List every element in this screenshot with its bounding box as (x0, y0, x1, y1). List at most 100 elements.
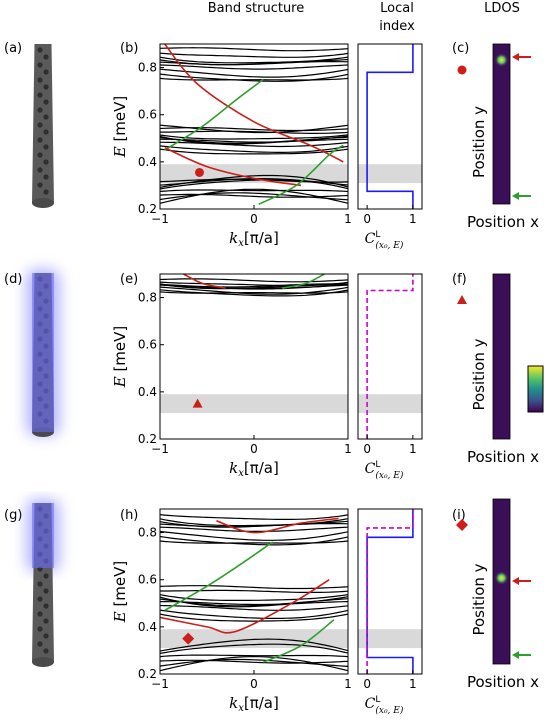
ldos-hotspot (494, 571, 509, 585)
structure-hole (43, 603, 49, 609)
structure-glow-overlay (32, 273, 54, 432)
y-tick-label: 0.4 (138, 385, 157, 399)
x-axis-label: kx[π/a] (229, 459, 279, 479)
structure-hole (37, 122, 43, 128)
bulk-band-line (160, 283, 348, 289)
structure-a (32, 44, 54, 208)
position-arrow-head (512, 577, 519, 585)
structure-hole (37, 77, 43, 83)
bulk-band-line (160, 193, 348, 198)
bulk-band-line (160, 68, 348, 78)
x-tick-label: 1 (344, 442, 352, 456)
structure-g (26, 499, 60, 667)
x-tick-label: 0 (363, 677, 371, 691)
bulk-band-line (160, 643, 348, 654)
index-line-magenta (366, 274, 414, 439)
bulk-band-line (160, 609, 348, 619)
bulk-band-line (160, 526, 348, 532)
plot-frame (357, 273, 423, 440)
structure-hole (43, 84, 49, 90)
panel-label-i: (i) (452, 508, 466, 523)
structure-hole (43, 159, 49, 165)
plot-area (160, 44, 348, 206)
x-axis-label: CL (x₀, E) (365, 230, 404, 251)
panel-label-b: (b) (120, 41, 138, 56)
y-tick-label: 0.4 (138, 155, 157, 169)
position-x-label: Position x (467, 448, 539, 466)
edge-state-green (263, 619, 335, 663)
plot-frame (357, 508, 423, 675)
gap-band (358, 394, 422, 414)
bulk-band-line (160, 291, 348, 294)
bulk-band-line (160, 286, 348, 295)
bulk-band-line (160, 124, 348, 134)
panel-label-d: (d) (4, 272, 22, 287)
y-tick-label: 0.8 (138, 526, 157, 540)
x-tick-label: 0 (250, 212, 258, 226)
panel-label-f: (f) (452, 272, 467, 287)
x-tick-label: 0 (363, 442, 371, 456)
structure-hole (37, 182, 43, 188)
position-arrow-head (512, 53, 519, 61)
bulk-band-line (160, 638, 348, 652)
structure-hole (37, 611, 43, 617)
y-axis-label: E [meV] (111, 96, 129, 159)
bulk-band-line (160, 601, 348, 606)
structure-body (32, 44, 54, 203)
bulk-band-line (160, 52, 348, 58)
index-line-magenta (366, 509, 414, 674)
structure-hole (43, 129, 49, 135)
structure-hole (37, 626, 43, 632)
position-y-label: Position y (470, 106, 488, 178)
gap-band (160, 164, 348, 184)
y-tick-label: 0.2 (138, 202, 157, 216)
edge-state-green (164, 541, 274, 612)
ldos-hotspot (494, 53, 509, 67)
bulk-band-line (160, 654, 348, 658)
structure-hole (37, 107, 43, 113)
plot-frame (357, 43, 423, 210)
x-tick-label: 0 (363, 212, 371, 226)
y-tick-label: 0.6 (138, 338, 157, 352)
x-axis-label: kx[π/a] (229, 694, 279, 714)
panel-label-h: (h) (120, 508, 138, 523)
bulk-band-line (160, 604, 348, 611)
structure-base (32, 198, 54, 208)
edge-state-green (282, 274, 325, 289)
structure-hole (37, 62, 43, 68)
x-tick-label: 0 (250, 677, 258, 691)
bulk-band-line (160, 138, 348, 143)
state-marker-triangle (457, 295, 467, 304)
x-tick-label: −1 (151, 442, 169, 456)
structure-hole (43, 573, 49, 579)
state-marker-diamond (456, 519, 468, 531)
state-marker-diamond (182, 632, 195, 645)
structure-hole (43, 144, 49, 150)
x-axis-label: kx[π/a] (229, 229, 279, 249)
band-panel-b: 0.2 0.4 0.6 0.8 −1 0 1 E [meV] kx[π/a] (111, 43, 352, 249)
plot-area (160, 274, 348, 297)
structure-hole (43, 54, 49, 60)
gap-band (160, 394, 348, 414)
bulk-band-line (160, 192, 348, 201)
bulk-band-line (160, 178, 348, 183)
bulk-band-line (160, 589, 348, 593)
index-line-blue (366, 44, 414, 209)
structure-hole (43, 618, 49, 624)
bulk-band-line (160, 189, 348, 193)
structure-base (32, 657, 54, 667)
edge-state-red (164, 146, 302, 187)
bulk-band-line (160, 281, 348, 287)
bulk-band-line (160, 514, 348, 520)
structure-hole (37, 641, 43, 647)
structure-glow-overlay (32, 503, 54, 568)
x-tick-label: 1 (344, 677, 352, 691)
structure-hole (37, 92, 43, 98)
x-tick-label: 1 (409, 442, 417, 456)
header-ldos: LDOS (484, 1, 520, 16)
x-axis-label: CL (x₀, E) (365, 460, 404, 481)
edge-state-red (164, 44, 344, 163)
index-panel-e: 0 1 CL (x₀, E) (357, 273, 423, 481)
panel-label-c: (c) (452, 41, 469, 56)
